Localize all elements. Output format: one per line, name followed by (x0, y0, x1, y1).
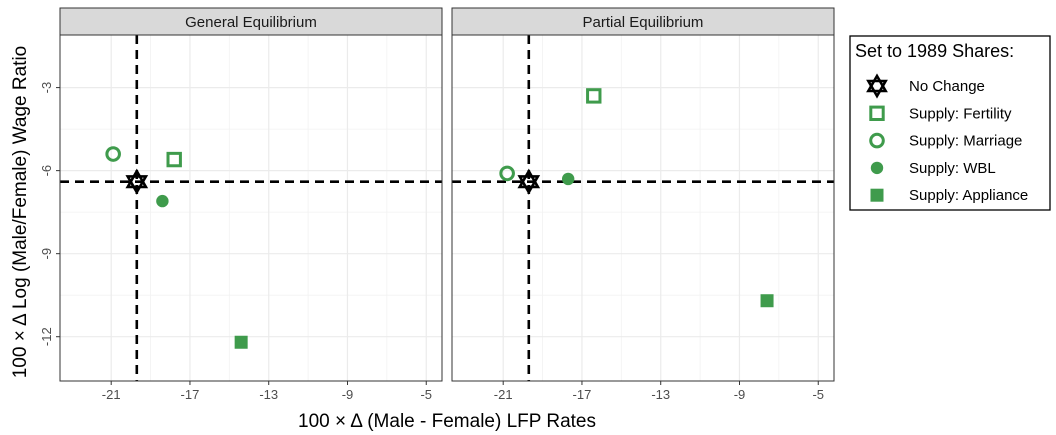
legend-key-supply-wbl (870, 161, 884, 175)
star-triangle-down (517, 175, 541, 195)
y-axis-title: 100 × Δ Log (Male/Female) Wage Ratio (10, 46, 31, 379)
legend-label: Supply: Fertility (909, 105, 1012, 122)
facet-panel-general: General Equilibrium -21 -17 -13 -9 -5 -3 -6 -9 -1… (39, 7, 443, 402)
star-triangle-up (866, 73, 888, 93)
legend-box (849, 35, 1051, 211)
star-triangle-down (866, 79, 888, 99)
point-supply-appliance (234, 335, 248, 349)
facet-title: General Equilibrium (185, 14, 317, 31)
facet-panel-partial: Partial Equilibrium -21 -17 -13 -9 -5 (451, 7, 835, 402)
point-supply-wbl (156, 194, 169, 208)
plot-background (60, 35, 442, 381)
panel-border (451, 34, 835, 382)
legend-title: Set to 1989 Shares: (855, 41, 1014, 61)
facet-title: Partial Equilibrium (583, 14, 704, 31)
y-tick-label: -9 (39, 248, 54, 260)
x-tick-label: -17 (181, 387, 200, 402)
legend-key-no-change (866, 73, 888, 99)
x-tick-label: -21 (102, 387, 121, 402)
x-tick-label: -21 (494, 387, 513, 402)
y-tick-label: -12 (39, 327, 54, 346)
point-supply-marriage (105, 146, 121, 162)
point-no-change (125, 168, 149, 195)
legend-label: Supply: WBL (909, 160, 996, 177)
x-tick-label: -5 (812, 387, 824, 402)
point-supply-appliance (760, 294, 774, 308)
point-supply-fertility (586, 88, 602, 104)
legend-label: Supply: Marriage (909, 133, 1022, 150)
x-tick-label: -9 (342, 387, 354, 402)
legend-label: No Change (909, 78, 985, 95)
facet-strip (59, 7, 443, 36)
legend-key-supply-fertility (869, 105, 885, 121)
x-tick-label: -13 (259, 387, 278, 402)
legend-label: Supply: Appliance (909, 187, 1028, 204)
star-triangle-up (125, 168, 149, 189)
panel-border (59, 34, 443, 382)
x-tick-label: -17 (573, 387, 592, 402)
legend-key-supply-marriage (869, 132, 885, 149)
star-triangle-up (517, 168, 541, 189)
point-supply-fertility (166, 151, 182, 168)
x-axis-title: 100 × Δ (Male - Female) LFP Rates (298, 411, 596, 432)
legend-key-supply-appliance (870, 188, 884, 202)
point-supply-wbl (561, 172, 575, 186)
point-no-change (517, 168, 541, 195)
x-tick-label: -13 (651, 387, 670, 402)
star-triangle-down (125, 175, 149, 195)
y-tick-label: -6 (39, 165, 54, 177)
point-supply-marriage (499, 165, 515, 182)
x-tick-label: -9 (734, 387, 746, 402)
legend: Set to 1989 Shares: No Change Supply: Fert… (849, 35, 1051, 211)
y-tick-label: -3 (39, 82, 54, 94)
plot-background (452, 35, 834, 381)
x-tick-label: -5 (420, 387, 432, 402)
